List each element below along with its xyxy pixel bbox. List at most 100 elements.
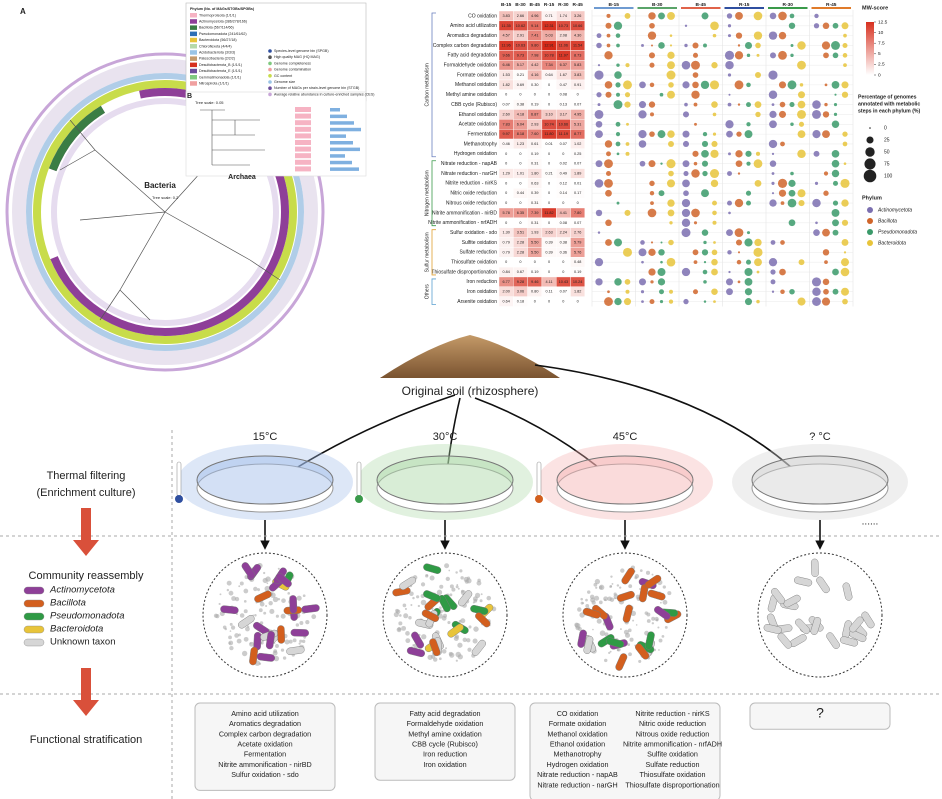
cell-value: 0: [548, 201, 550, 205]
dot: [616, 201, 620, 205]
function-label: Sulfur oxidation - sdo: [231, 770, 299, 779]
speck: [580, 601, 584, 605]
dot: [726, 229, 733, 237]
speck: [651, 616, 656, 621]
function-box: [529, 702, 721, 799]
speck: [480, 593, 483, 596]
phylum-swatch: [190, 19, 197, 24]
dot: [734, 228, 744, 238]
speck: [447, 620, 451, 625]
dot: [728, 270, 731, 274]
rod: [406, 646, 425, 658]
cell-value: 2.28: [517, 250, 524, 254]
speck: [616, 648, 620, 652]
speck: [592, 628, 594, 631]
dot: [639, 160, 646, 167]
dot: [638, 110, 647, 119]
dot: [667, 11, 675, 20]
dot: [736, 259, 742, 265]
dot: [657, 278, 666, 286]
feature-swatch: [268, 92, 272, 97]
phylum-name: Desulfobacterota_B (1/1/1): [199, 63, 242, 67]
temperature: 15°C: [253, 431, 278, 443]
cell-value: 1.80: [531, 172, 538, 176]
function-label: Complex carbon degradation: [219, 729, 311, 738]
function-label: Formate oxidation: [549, 719, 607, 728]
speck: [598, 600, 603, 605]
speck: [667, 591, 672, 596]
speck: [611, 582, 614, 585]
dot: [648, 268, 656, 276]
dot: [701, 150, 709, 158]
size-title: steps in each phylum (%): [858, 108, 921, 114]
row-label: Aromatics degradation: [447, 33, 497, 39]
dot: [770, 269, 776, 275]
speck: [405, 638, 411, 644]
speck: [280, 648, 285, 652]
archaea-tip: [295, 146, 311, 152]
dot: [701, 140, 709, 148]
dot: [650, 44, 654, 47]
speck: [268, 600, 273, 606]
dot: [594, 70, 604, 80]
legend-title: Phylum (No. of MAGs/STGBs/SPGBs): [190, 7, 255, 11]
rod: [458, 590, 473, 607]
dot: [754, 72, 762, 79]
dot: [625, 151, 630, 156]
rod: [241, 562, 256, 579]
dot: [683, 298, 689, 305]
speck: [628, 584, 633, 589]
dot: [711, 140, 718, 148]
archaea-tip: [295, 133, 311, 139]
dot: [797, 100, 806, 109]
dot: [649, 191, 655, 196]
dot: [658, 190, 665, 197]
phylum-title: Phylum: [862, 195, 882, 201]
size-dot: [863, 169, 877, 183]
cell-value: 1.74: [560, 14, 567, 18]
dot: [713, 241, 716, 244]
dot: [669, 34, 673, 37]
dot: [700, 80, 710, 90]
cell-value: 7.98: [531, 53, 538, 57]
rod: [616, 590, 635, 602]
speck: [451, 587, 456, 592]
speck: [238, 585, 241, 588]
dot: [616, 92, 620, 97]
cell-value: 0.01: [574, 181, 581, 185]
legend-entry: Actinomycetota: [49, 585, 115, 596]
speck: [258, 608, 263, 613]
row-label: Nitrate reduction - napAB: [441, 161, 498, 167]
panel-label: A: [20, 7, 26, 16]
cell-value: 0.39: [545, 250, 552, 254]
dot: [833, 112, 838, 117]
dot: [625, 142, 630, 146]
row-label: Complex carbon degradation: [433, 43, 497, 49]
dot: [734, 80, 744, 90]
function-label: Nitrite ammonification - nirBD: [218, 760, 311, 769]
dot: [614, 297, 622, 306]
cell-value: 0: [505, 221, 507, 225]
thermometer-bulb: [535, 495, 543, 503]
feature-swatch: [268, 55, 272, 59]
dot: [692, 72, 699, 78]
speck: [420, 599, 427, 606]
thermometer: [176, 461, 182, 497]
rod: [849, 616, 864, 633]
dot: [702, 131, 708, 137]
phylum-entry: Bacteroidota: [878, 240, 906, 246]
size-label: 100: [884, 173, 893, 179]
cell-value: 11.82: [544, 211, 553, 215]
cell-value: 1.67: [560, 73, 567, 77]
cell-value: 10.62: [516, 24, 526, 28]
dot: [615, 33, 621, 38]
dot: [832, 22, 839, 29]
archaea-tip: [295, 166, 311, 172]
dot: [648, 12, 656, 20]
dot: [701, 12, 709, 20]
bacteria-label: Bacteria: [144, 181, 176, 190]
cell-value: 7.83: [502, 122, 509, 126]
row-label: Fatty acid degradation: [448, 53, 498, 59]
dot: [840, 178, 850, 188]
speck: [609, 597, 615, 602]
